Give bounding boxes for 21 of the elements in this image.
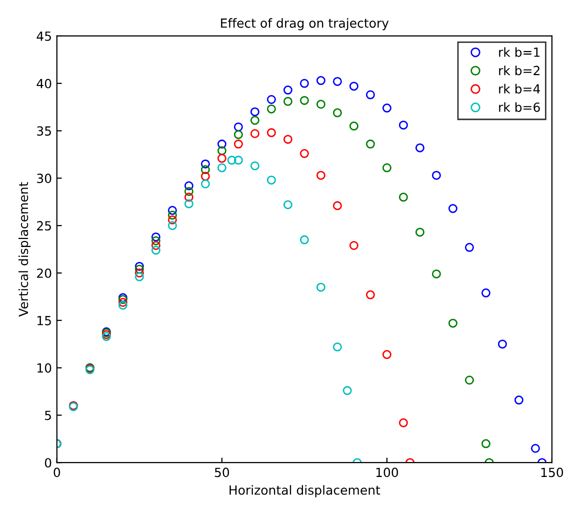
legend-label: rk b=4 xyxy=(499,84,540,94)
y-tick-label: 20 xyxy=(37,268,52,278)
y-tick-label: 25 xyxy=(37,221,51,231)
y-axis-title: Vertical displacement xyxy=(18,182,31,317)
x-axis-title: Horizontal displacement xyxy=(230,485,380,498)
x-tick-label: 50 xyxy=(214,468,230,478)
chart-title: Effect of drag on trajectory xyxy=(221,18,389,30)
x-tick-label: 0 xyxy=(54,468,60,478)
y-tick-label: 0 xyxy=(44,458,52,468)
y-tick-label: 5 xyxy=(45,410,51,420)
y-tick-label: 40 xyxy=(36,78,52,88)
y-tick-label: 45 xyxy=(36,32,51,41)
legend-label: rk b=2 xyxy=(499,66,540,76)
x-tick-label: 150 xyxy=(541,468,564,478)
y-tick-label: 30 xyxy=(37,174,52,184)
y-tick-label: 35 xyxy=(37,126,51,136)
legend-label: rk b=6 xyxy=(499,102,540,112)
x-tick-label: 100 xyxy=(376,468,398,478)
y-tick-label: 10 xyxy=(38,363,52,373)
legend-label: rk b=1 xyxy=(499,47,540,57)
y-tick-label: 15 xyxy=(38,316,51,326)
